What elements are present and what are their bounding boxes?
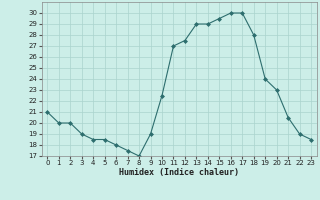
X-axis label: Humidex (Indice chaleur): Humidex (Indice chaleur) <box>119 168 239 177</box>
